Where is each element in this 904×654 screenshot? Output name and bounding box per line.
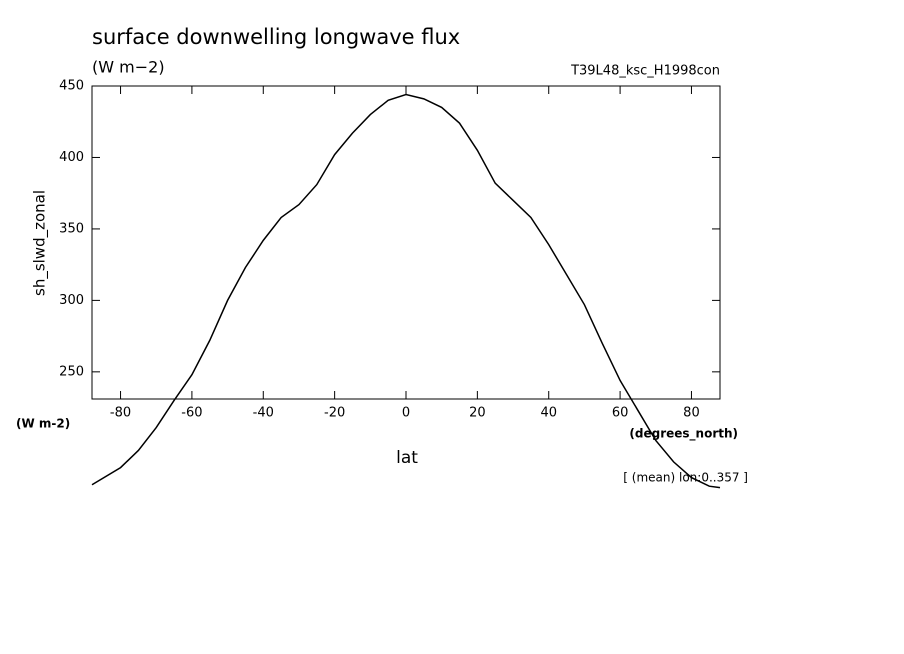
y-tick-label: 450 xyxy=(59,79,84,94)
x-axis-label: lat xyxy=(396,448,418,468)
subtitle: (W m−2) xyxy=(92,58,165,77)
x-tick-label: -40 xyxy=(253,406,274,421)
note: [ (mean) lon:0..357 ] xyxy=(623,471,748,485)
y-tick-label: 350 xyxy=(59,221,84,236)
chart-title: surface downwelling longwave flux xyxy=(92,25,460,49)
y-tick-label: 300 xyxy=(59,293,84,308)
x-tick-label: 0 xyxy=(402,406,410,421)
x-tick-label: -80 xyxy=(110,406,131,421)
data-line xyxy=(91,93,721,489)
x-tick-label: -60 xyxy=(181,406,202,421)
x-units: (degrees_north) xyxy=(629,427,738,442)
x-tick-label: 40 xyxy=(540,406,557,421)
x-tick-label: 60 xyxy=(612,406,629,421)
x-tick-label: -20 xyxy=(324,406,345,421)
run-label: T39L48_ksc_H1998con xyxy=(570,64,720,79)
x-tick-label: 20 xyxy=(469,406,486,421)
x-tick-label: 80 xyxy=(683,406,700,421)
plot-frame xyxy=(91,85,721,400)
y-axis-label: sh_slwd_zonal xyxy=(31,190,50,296)
y-units: (W m-2) xyxy=(16,417,70,431)
y-tick-label: 250 xyxy=(59,364,84,379)
y-tick-label: 400 xyxy=(59,150,84,165)
